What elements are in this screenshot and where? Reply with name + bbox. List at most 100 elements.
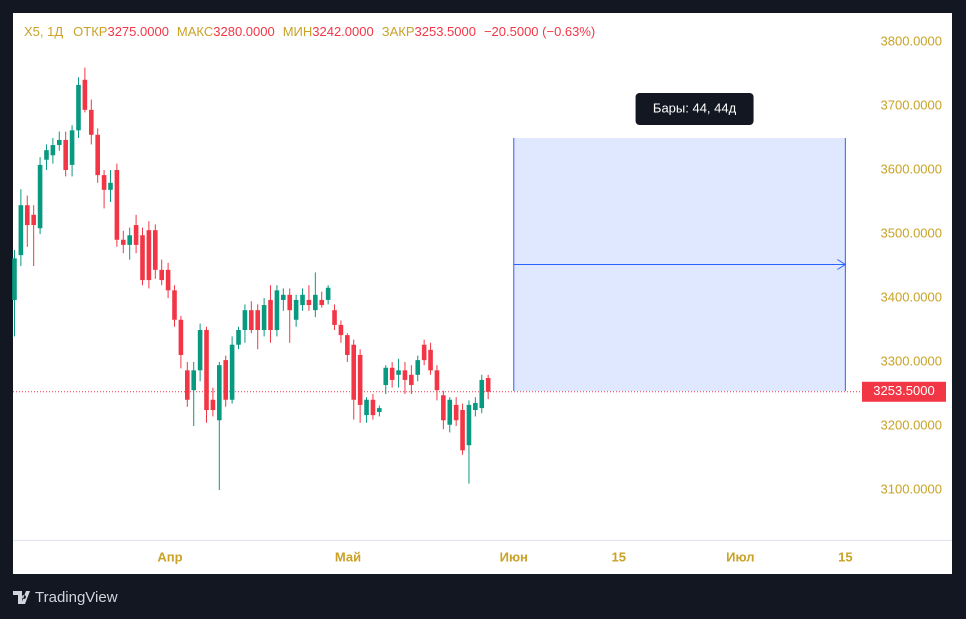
symbol: X5, 1Д <box>24 24 63 39</box>
candle-body <box>197 330 203 371</box>
candle-body <box>479 379 485 409</box>
candle-body <box>274 290 280 331</box>
candle-body <box>441 395 446 421</box>
candle-body <box>120 239 126 245</box>
field-value: 3280.0000 <box>213 24 274 39</box>
candle-body <box>146 230 152 281</box>
last-price-box <box>862 381 946 402</box>
candle-body <box>313 294 318 311</box>
field-label: МИН <box>283 24 313 39</box>
candle-body <box>24 205 30 226</box>
candle-body <box>108 182 113 190</box>
candle-body <box>402 370 408 380</box>
candle-body <box>325 287 331 300</box>
candle-body <box>101 175 107 190</box>
x-tick-label: 15 <box>612 549 626 564</box>
candle-body <box>332 310 337 325</box>
candle-body <box>204 330 209 411</box>
candle-body <box>447 399 453 425</box>
candle-body <box>12 258 17 300</box>
candle-body <box>319 299 325 306</box>
x-tick-label: Апр <box>157 549 182 564</box>
candle-body <box>31 214 36 226</box>
candle-body <box>460 410 465 451</box>
candle-body <box>172 290 177 320</box>
candle-body <box>153 230 158 270</box>
legend: X5, 1Д ОТКР3275.0000 МАКС3280.0000 МИН3242.… <box>24 24 595 39</box>
candle-body <box>82 79 88 110</box>
candle-body <box>95 134 100 176</box>
candle-body <box>396 370 401 375</box>
candle-body <box>185 370 190 400</box>
candle-body <box>76 84 81 131</box>
candle-body <box>473 402 478 411</box>
y-tick-label: 3100.0000 <box>881 481 942 496</box>
x-tick-label: Май <box>335 549 361 564</box>
brand: TradingView <box>35 589 118 606</box>
measure-label: Бары: 44, 44д <box>653 100 737 115</box>
candle-body <box>415 360 421 375</box>
candle-body <box>18 205 24 256</box>
logo-icon <box>13 591 30 604</box>
panel <box>13 13 952 574</box>
candle-body <box>159 269 165 281</box>
candle-body <box>210 399 216 411</box>
candle-body <box>69 130 75 165</box>
candle-body <box>300 294 305 306</box>
field-label: МАКС <box>177 24 213 39</box>
candle-body <box>261 305 267 331</box>
field-value: 3242.0000 <box>312 24 373 39</box>
candle-body <box>140 235 145 281</box>
x-tick-label: Июл <box>726 549 754 564</box>
plot: Бары: 44, 44д <box>12 67 862 491</box>
y-tick-label: 3500.0000 <box>881 225 942 240</box>
candle-body <box>127 235 132 245</box>
candle-body <box>37 164 43 229</box>
y-tick-label: 3800.0000 <box>881 33 942 48</box>
candle-body <box>338 324 344 336</box>
candle-body <box>249 310 254 331</box>
x-tick-label: 15 <box>838 549 852 564</box>
candle-body <box>56 139 62 146</box>
candle-body <box>281 294 286 300</box>
candle-body <box>133 225 139 245</box>
candle-body <box>217 365 222 421</box>
change: −20.5000 (−0.63%) <box>484 24 595 39</box>
x-tick-label: Июн <box>500 549 528 564</box>
candle-body <box>428 349 433 371</box>
field-value: 3275.0000 <box>107 24 168 39</box>
candle-body <box>466 404 472 446</box>
last-price-label: 3253.5000 <box>873 383 934 398</box>
candle-body <box>351 344 357 400</box>
candle-body <box>165 269 171 291</box>
field-value: 3253.5000 <box>415 24 476 39</box>
y-tick-label: 3200.0000 <box>881 417 942 432</box>
candle-body <box>370 399 376 416</box>
candle-body <box>44 150 49 160</box>
field-label: ЗАКР <box>382 24 415 39</box>
candle-body <box>409 374 414 386</box>
candle-body <box>377 408 382 412</box>
candle-body <box>421 344 427 361</box>
candle-body <box>485 378 491 392</box>
measure-tooltip <box>635 92 754 125</box>
candle-body <box>50 145 56 156</box>
candle-body <box>229 344 235 400</box>
candle-body <box>287 294 293 311</box>
candle-body <box>88 109 94 135</box>
candle-body <box>191 370 197 391</box>
arrow-head <box>837 259 847 270</box>
y-tick-label: 3700.0000 <box>881 97 942 112</box>
y-tick-label: 3300.0000 <box>881 353 942 368</box>
candle-body <box>268 299 273 331</box>
candle-body <box>255 310 261 331</box>
candle-body <box>306 299 312 306</box>
y-tick-label: 3600.0000 <box>881 161 942 176</box>
candle-body <box>63 139 68 170</box>
candle-body <box>223 360 229 400</box>
candle-body <box>357 354 363 405</box>
candle-body <box>236 330 241 345</box>
candle-body <box>114 169 120 240</box>
candle-body <box>383 367 389 386</box>
candle-body <box>345 335 350 355</box>
